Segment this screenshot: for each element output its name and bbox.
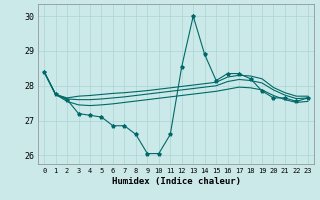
- X-axis label: Humidex (Indice chaleur): Humidex (Indice chaleur): [111, 177, 241, 186]
